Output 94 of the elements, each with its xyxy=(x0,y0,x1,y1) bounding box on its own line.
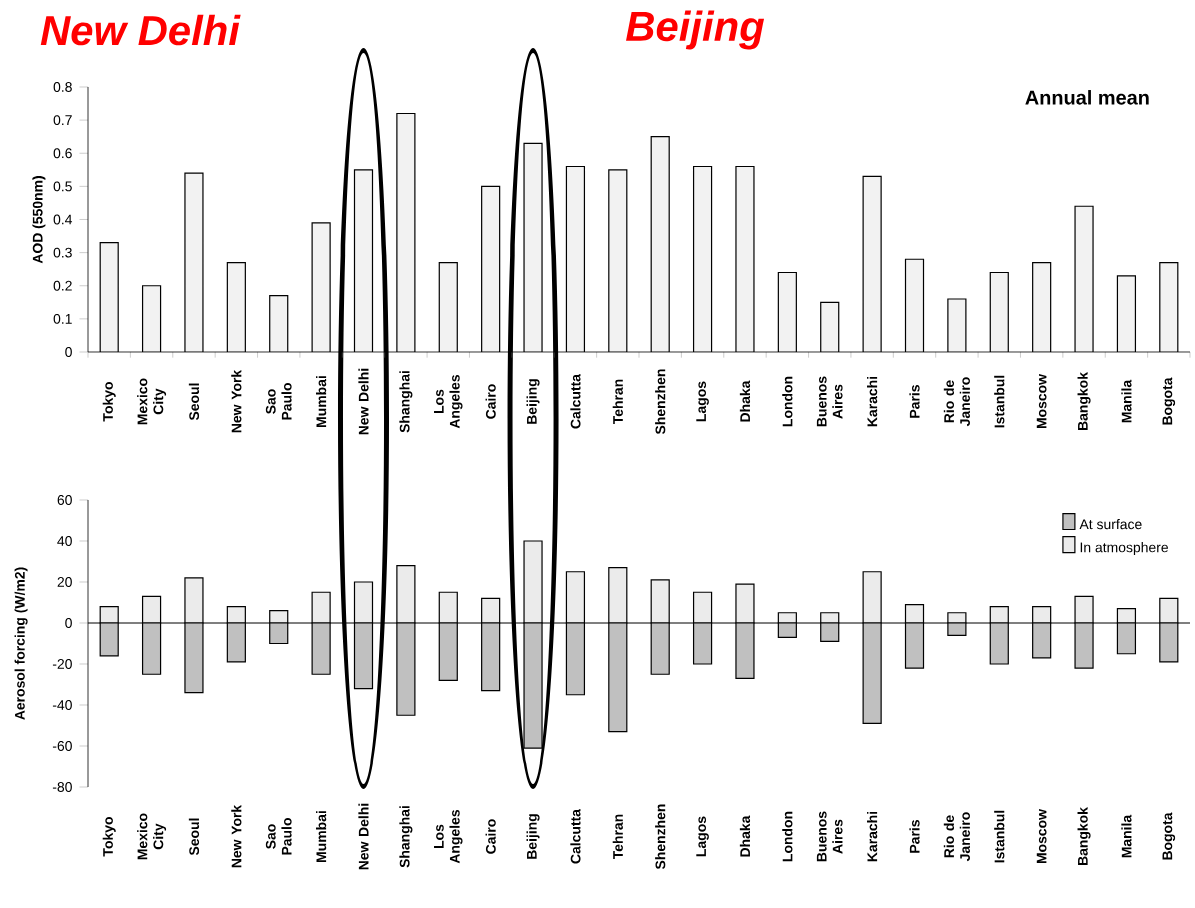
x-tick-label: Shanghai xyxy=(399,371,413,433)
y-tick-label: 0.8 xyxy=(53,82,72,92)
y-axis-title: Aerosol forcing (W/m2) xyxy=(14,567,28,720)
bar xyxy=(820,302,839,352)
bar xyxy=(227,262,246,352)
y-tick-label: 40 xyxy=(57,536,72,546)
bar xyxy=(269,295,288,352)
y-tick-label: -20 xyxy=(52,659,72,669)
x-tick-label: Beijing xyxy=(526,814,540,859)
x-tick-label: Bogota xyxy=(1162,812,1176,860)
x-tick-label: Bangkok xyxy=(1077,807,1091,866)
bar xyxy=(778,272,797,352)
y-tick-label: 20 xyxy=(57,577,72,587)
y-tick-label: 0.3 xyxy=(53,247,72,258)
x-tick-label: Rio de Janeiro xyxy=(943,377,970,427)
text: Beijing xyxy=(626,10,765,50)
y-tick-label: 0.5 xyxy=(53,181,72,192)
bar xyxy=(481,186,500,352)
x-tick-label: Lagos xyxy=(696,381,709,422)
x-tick-label: Tehran xyxy=(612,814,623,860)
x-tick-label: Seoul xyxy=(188,383,200,421)
x-tick-label: Karachi xyxy=(867,811,878,862)
x-tick-label: Dhaka xyxy=(739,815,751,857)
bar xyxy=(142,285,161,352)
text: New Delhi xyxy=(40,14,241,46)
x-tick-label: London xyxy=(782,376,793,427)
x-tick-label: New Delhi xyxy=(358,803,369,870)
x-tick-label: Beijing xyxy=(526,379,540,424)
y-tick-label: 60 xyxy=(57,495,72,505)
bar xyxy=(100,242,119,352)
y-tick-label: -80 xyxy=(52,782,72,792)
x-tick-label: Shanghai xyxy=(399,806,413,868)
x-tick-label: Istanbul xyxy=(994,810,1005,863)
x-tick-label: Manila xyxy=(1121,814,1132,858)
y-tick-label: -60 xyxy=(52,741,72,751)
x-tick-label: Buenos Aires xyxy=(816,376,843,427)
x-tick-label: New York xyxy=(231,804,242,868)
y-tick-label: 0.1 xyxy=(53,313,72,324)
x-tick-label: Mexico City xyxy=(137,813,167,860)
x-tick-label: Tokyo xyxy=(102,817,116,857)
x-tick-label: Istanbul xyxy=(994,375,1005,428)
x-tick-label: Cairo xyxy=(485,819,496,854)
x-tick-label: Los Angeles xyxy=(434,809,463,864)
bar xyxy=(651,136,670,352)
x-tick-label: Calcutta xyxy=(570,373,581,429)
x-tick-label: Tokyo xyxy=(102,382,116,422)
x-tick-label: Mumbai xyxy=(316,811,327,862)
x-tick-label: Dhaka xyxy=(739,380,751,422)
bar xyxy=(693,166,712,352)
x-tick-label: London xyxy=(782,811,793,862)
x-tick-label: Mumbai xyxy=(316,376,327,427)
y-axis-title: AOD (550nm) xyxy=(32,176,46,264)
x-tick-label: Bogota xyxy=(1162,377,1176,425)
x-tick-label: Karachi xyxy=(867,376,878,427)
bar xyxy=(354,169,373,352)
x-tick-label: Paris xyxy=(909,385,920,418)
y-tick-label: 0 xyxy=(65,618,72,628)
y-tick-label: -40 xyxy=(52,700,72,710)
y-tick-label: 0.7 xyxy=(53,115,72,126)
bar xyxy=(1117,275,1136,352)
x-tick-label: Sao Paulo xyxy=(265,383,292,420)
x-tick-label: Rio de Janeiro xyxy=(943,812,970,862)
bar xyxy=(1159,261,1179,352)
x-tick-label: Moscow xyxy=(1036,374,1047,429)
x-tick-label: Shenzhen xyxy=(655,804,666,870)
legend-label: At surface xyxy=(1079,518,1142,530)
bar xyxy=(990,272,1009,352)
x-tick-label: Paris xyxy=(909,820,920,853)
legend-label: In atmosphere xyxy=(1080,542,1168,556)
x-tick-label: Calcutta xyxy=(570,808,581,864)
x-tick-label: New Delhi xyxy=(358,368,369,435)
x-tick-label: Buenos Aires xyxy=(816,811,843,862)
bar xyxy=(566,166,585,352)
x-tick-label: Manila xyxy=(1121,379,1132,423)
x-tick-label: Tehran xyxy=(612,379,623,425)
bar xyxy=(1032,262,1051,352)
y-tick-label: 0 xyxy=(65,347,72,357)
bar xyxy=(905,259,924,352)
y-tick-label: 0.6 xyxy=(53,148,72,159)
y-tick-label: 0.4 xyxy=(53,214,73,225)
chart-title: Annual mean xyxy=(1025,90,1149,105)
bar xyxy=(439,262,458,352)
y-tick-label: 0.2 xyxy=(53,280,72,291)
x-tick-label: Shenzhen xyxy=(655,369,666,435)
x-tick-label: Moscow xyxy=(1036,809,1047,864)
x-tick-label: Mexico City xyxy=(137,378,167,425)
x-tick-label: Seoul xyxy=(188,818,200,856)
x-tick-label: Sao Paulo xyxy=(265,818,292,855)
x-tick-label: Los Angeles xyxy=(434,374,463,429)
x-tick-label: Cairo xyxy=(485,384,496,419)
bar xyxy=(608,169,627,352)
x-tick-label: New York xyxy=(231,369,242,433)
x-tick-label: Bangkok xyxy=(1077,372,1091,431)
x-tick-label: Lagos xyxy=(696,816,709,857)
